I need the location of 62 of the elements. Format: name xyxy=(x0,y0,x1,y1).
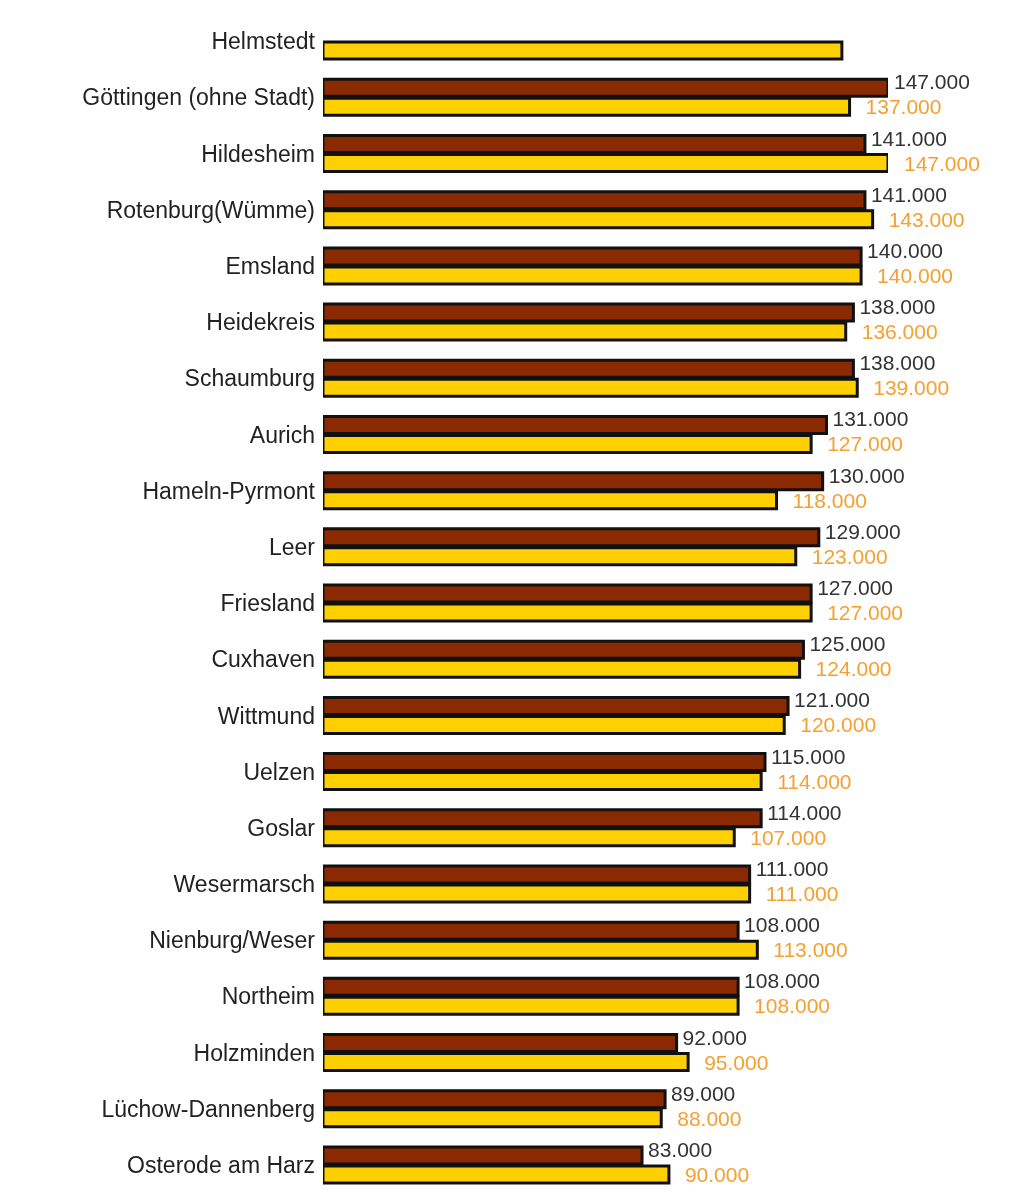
data-label: 120.000 xyxy=(800,713,877,737)
data-label: 89.000 xyxy=(671,1081,736,1105)
y-tick-label: Rotenburg(Wümme) xyxy=(106,196,315,223)
data-label: 95.000 xyxy=(704,1050,769,1074)
y-tick-label: Hildesheim xyxy=(201,140,315,167)
data-label: 108.000 xyxy=(744,913,821,937)
data-label: 139.000 xyxy=(873,376,950,400)
y-tick-label: Leer xyxy=(268,533,316,560)
data-label: 127.000 xyxy=(817,576,894,600)
data-label: 136.000 xyxy=(861,320,938,344)
data-label: 118.000 xyxy=(792,488,867,512)
y-tick-label: Osterode am Harz xyxy=(127,1152,315,1179)
y-tick-label: Cuxhaven xyxy=(211,646,315,673)
data-label: 127.000 xyxy=(827,432,904,456)
data-label: 114.000 xyxy=(767,800,842,824)
y-tick-label: Heidekreis xyxy=(206,309,315,336)
data-label: 143.000 xyxy=(888,207,965,231)
data-label: 115.000 xyxy=(771,744,846,768)
y-tick-label: Goslar xyxy=(247,814,316,841)
data-label: 127.000 xyxy=(827,601,904,625)
data-label: 111.000 xyxy=(755,857,829,881)
data-label: 107.000 xyxy=(750,825,827,849)
data-label: 147.000 xyxy=(894,70,970,94)
data-label: 129.000 xyxy=(824,519,901,543)
y-tick-label: Hameln-Pyrmont xyxy=(142,477,316,504)
data-label: 108.000 xyxy=(744,969,821,993)
data-label: 92.000 xyxy=(682,1025,747,1049)
y-tick-label: Friesland xyxy=(220,590,315,617)
y-tick-label: Wittmund xyxy=(217,702,315,729)
data-label: 123.000 xyxy=(811,544,888,568)
data-label: 147.000 xyxy=(904,151,980,175)
data-label: 137.000 xyxy=(865,95,942,119)
data-label: 141.000 xyxy=(870,126,947,150)
data-label: 138.000 xyxy=(859,295,936,319)
y-tick-label: Göttingen (ohne Stadt) xyxy=(82,84,315,111)
data-label: 131.000 xyxy=(832,407,909,431)
y-tick-label: Aurich xyxy=(249,421,315,448)
y-tick-label: Wesermarsch xyxy=(173,871,315,898)
y-tick-label: Nienburg/Weser xyxy=(149,927,316,954)
y-tick-label: Emsland xyxy=(225,253,315,280)
data-label: 114.000 xyxy=(777,769,852,793)
data-label: 121.000 xyxy=(794,688,870,712)
y-tick-label: Northeim xyxy=(221,983,315,1010)
data-label: 113.000 xyxy=(773,938,848,962)
data-label: 108.000 xyxy=(754,994,831,1018)
y-tick-label: Uelzen xyxy=(243,758,315,785)
y-tick-label: Schaumburg xyxy=(184,365,315,392)
y-tick-label: Lüchow-Dannenberg xyxy=(101,1095,315,1122)
y-tick-label: Holzminden xyxy=(193,1039,315,1066)
data-label: 124.000 xyxy=(815,657,892,681)
data-label: 140.000 xyxy=(867,238,944,262)
data-label: 125.000 xyxy=(809,632,886,656)
data-label: 130.000 xyxy=(828,463,905,487)
y-tick-label: Helmstedt xyxy=(211,28,316,55)
data-label: 90.000 xyxy=(684,1162,750,1186)
data-label: 88.000 xyxy=(677,1106,742,1130)
data-label: 83.000 xyxy=(648,1137,713,1161)
data-label: 111.000 xyxy=(765,882,839,906)
data-label: 138.000 xyxy=(859,351,936,375)
data-label: 140.000 xyxy=(877,263,954,287)
bar xyxy=(323,40,844,61)
data-label: 141.000 xyxy=(870,182,947,206)
